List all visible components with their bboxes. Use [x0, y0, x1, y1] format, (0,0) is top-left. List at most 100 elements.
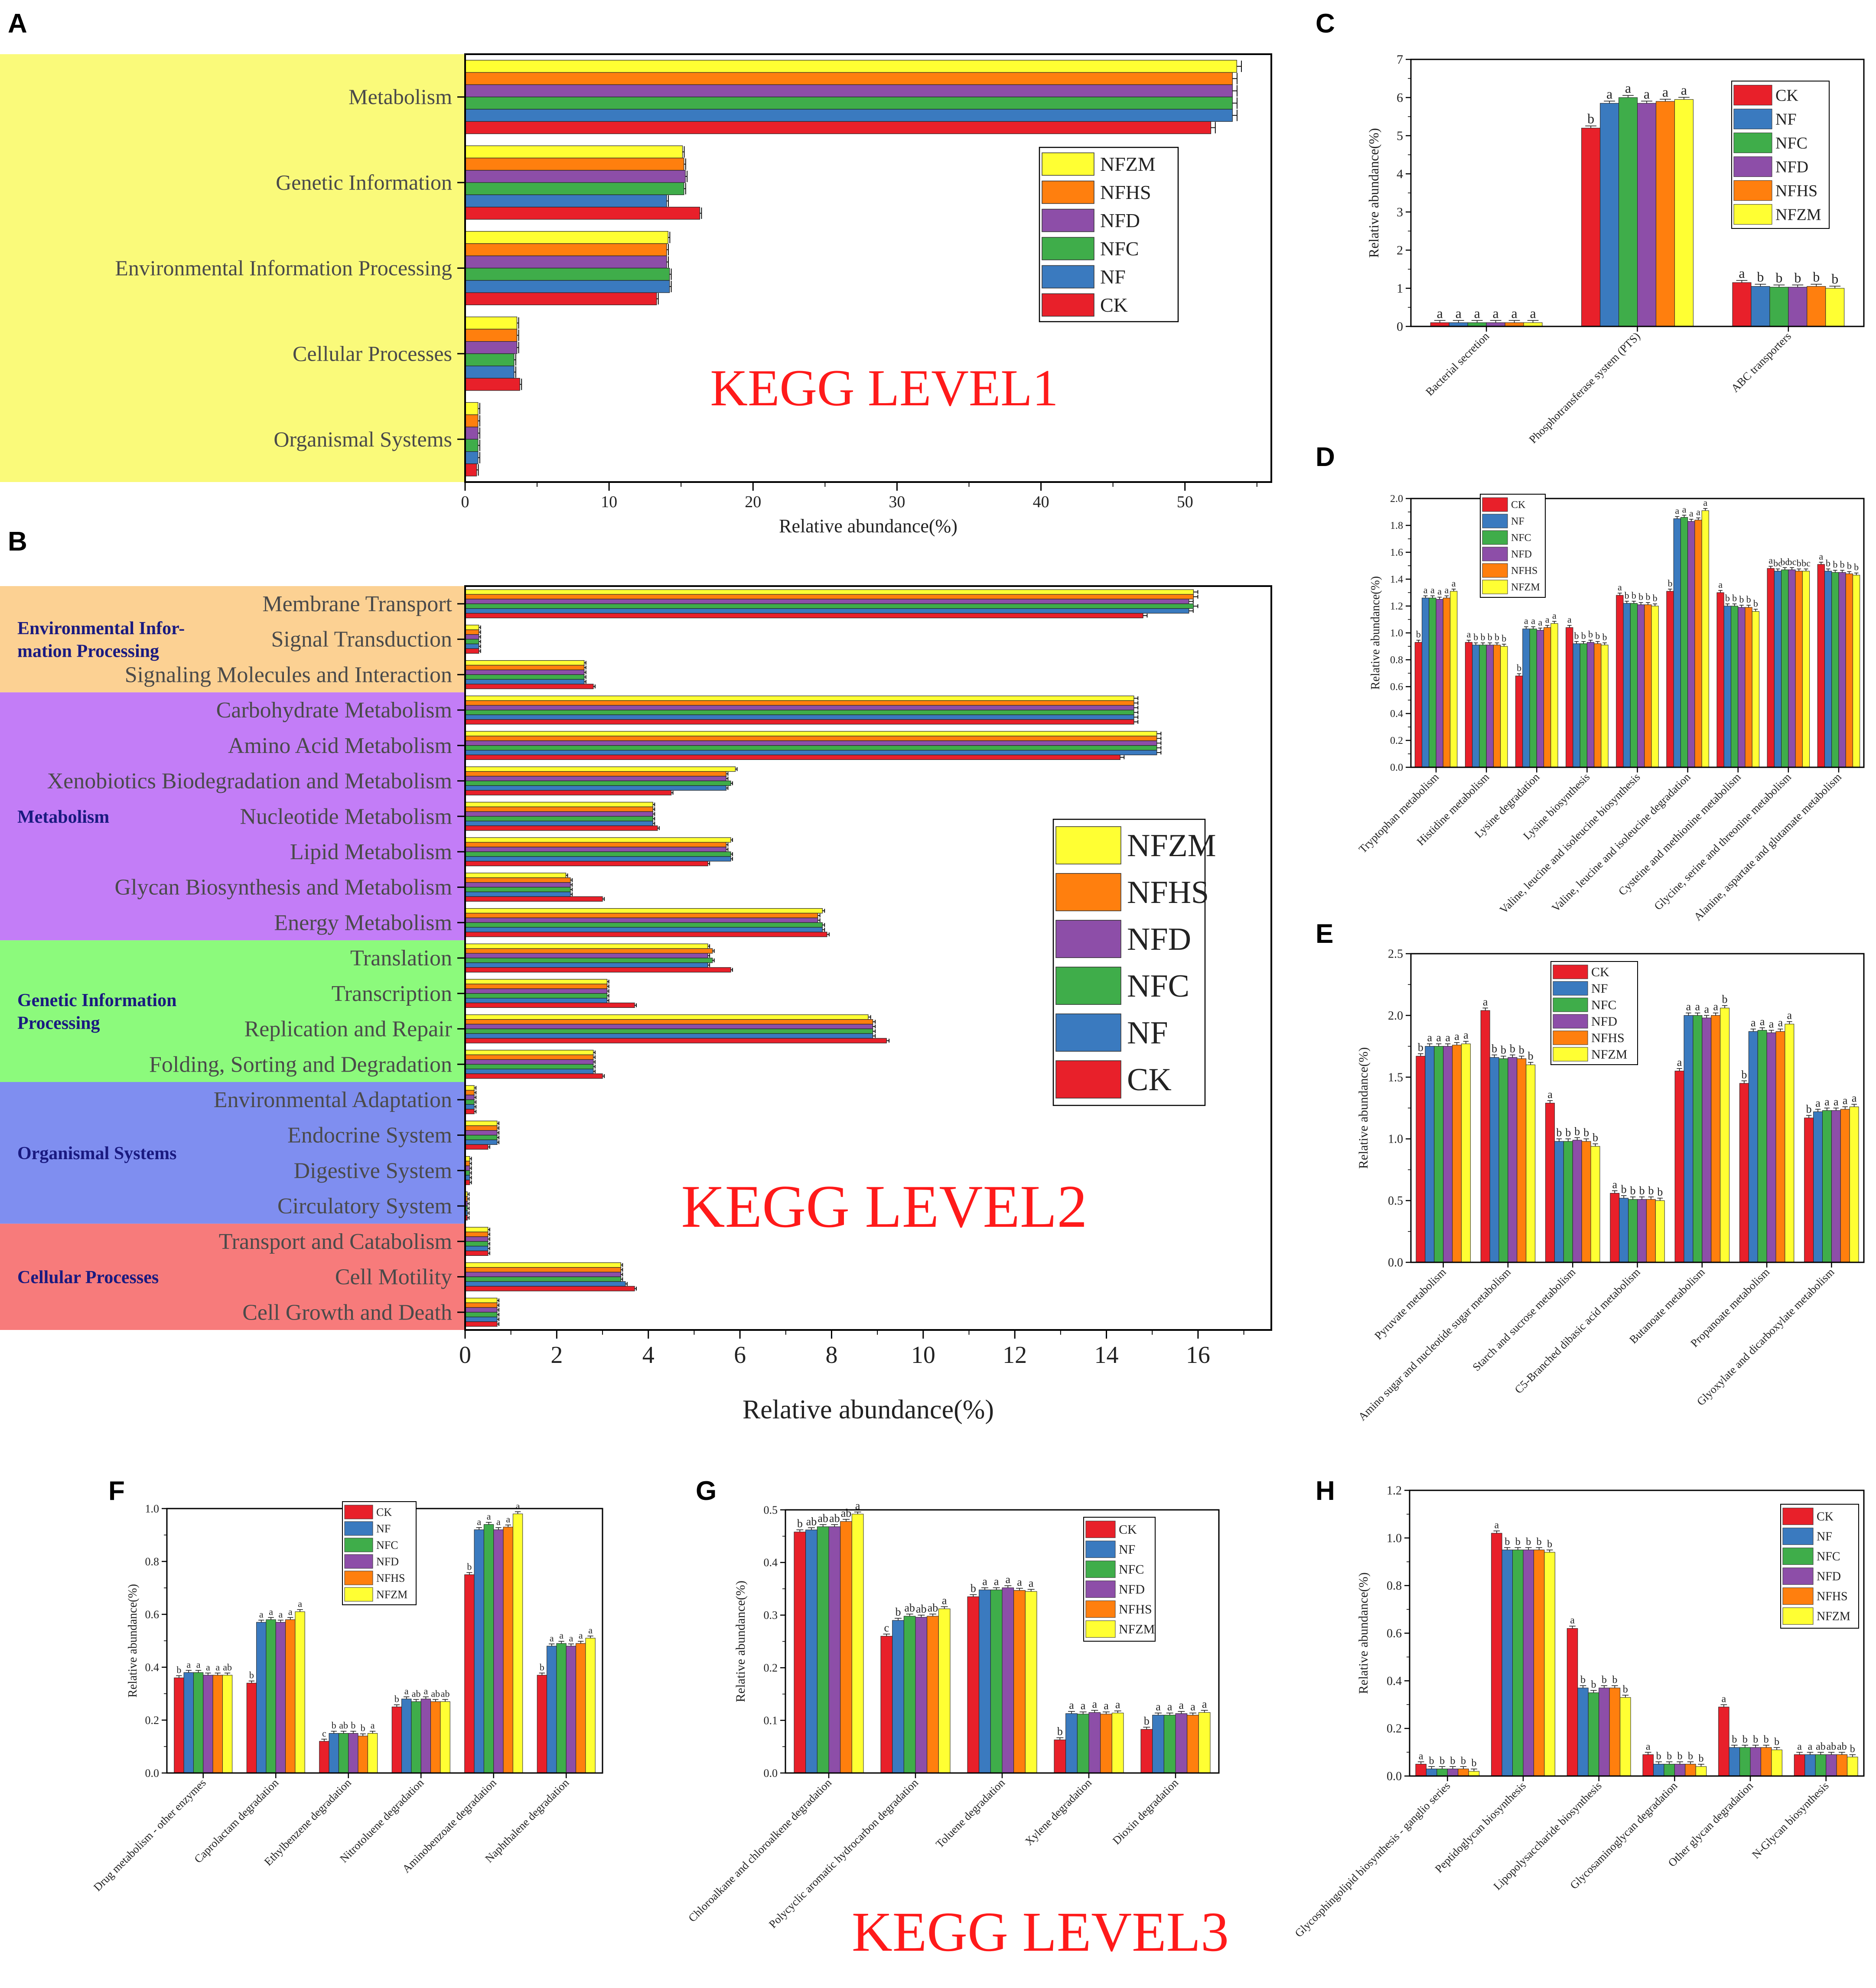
significance-letter: a: [588, 1625, 593, 1636]
significance-letter: b: [394, 1694, 399, 1704]
significance-letter: a: [1696, 507, 1700, 518]
legend-label: NFC: [1127, 968, 1189, 1004]
significance-letter: a: [1778, 1017, 1783, 1029]
legend-swatch-NFD: [344, 1554, 373, 1569]
significance-letter: a: [288, 1606, 293, 1617]
significance-letter: a: [1552, 610, 1557, 621]
significance-letter: a: [1751, 1017, 1756, 1029]
significance-letter: b: [1632, 590, 1636, 601]
significance-letter: b: [1831, 271, 1838, 287]
significance-letter: bc: [1801, 557, 1811, 568]
significance-letter: b: [1591, 1679, 1596, 1691]
panel-B-chart: Environmental Infor-mation Processing Met…: [0, 585, 1272, 1424]
panel-letter-G: G: [696, 1476, 717, 1506]
significance-letter: a: [259, 1609, 264, 1620]
significance-letter: a: [579, 1630, 583, 1641]
significance-letter: a: [1760, 1015, 1765, 1028]
significance-letter: b: [1556, 1126, 1562, 1139]
category-label: Replication and Repair: [244, 1017, 452, 1042]
bar-NF: [1600, 103, 1619, 327]
bar-NFC: [1619, 97, 1638, 327]
bar-NFD: [465, 634, 479, 640]
legend-label: NFHS: [1100, 181, 1151, 203]
bar-NFD: [465, 882, 571, 888]
bar-NFHS: [1760, 1747, 1772, 1776]
bar-NFHS: [465, 736, 1157, 741]
bar-NF: [1729, 1747, 1740, 1776]
significance-letter: a: [1787, 1009, 1792, 1022]
legend-label: NFD: [1591, 1014, 1617, 1029]
significance-letter: b: [1722, 993, 1728, 1006]
significance-letter: b: [1667, 1750, 1672, 1762]
bar-NF: [1422, 597, 1430, 768]
legend-swatch-NFC: [344, 1538, 373, 1552]
bar-NF: [465, 451, 479, 464]
significance-letter: a: [1081, 1699, 1086, 1712]
significance-letter: a: [1547, 1088, 1553, 1101]
significance-letter: a: [206, 1662, 210, 1672]
significance-letter: a: [1567, 614, 1572, 625]
significance-letter: a: [516, 1500, 520, 1511]
bar-NF: [1653, 1764, 1664, 1776]
bar-NFHS: [840, 1521, 852, 1773]
bar-NFHS: [465, 1232, 489, 1237]
significance-letter: b: [1797, 557, 1801, 568]
significance-letter: a: [1115, 1698, 1120, 1711]
significance-letter: a: [1452, 578, 1456, 589]
significance-letter: ab: [916, 1603, 927, 1615]
bar-NF: [1673, 518, 1681, 768]
category-label: Circulatory System: [277, 1194, 452, 1219]
bar-NF: [1489, 1057, 1499, 1263]
bar-NFD: [1088, 1712, 1101, 1773]
significance-letter: a: [371, 1720, 375, 1731]
bar-NFHS: [1694, 520, 1702, 768]
bar-NFC: [1563, 1141, 1573, 1263]
significance-letter: a: [1179, 1699, 1184, 1711]
bar-NF: [465, 962, 708, 968]
significance-letter: a: [1029, 1577, 1034, 1589]
bar-NFD: [1738, 607, 1746, 768]
significance-letter: ab: [928, 1601, 938, 1614]
significance-letter: a: [1463, 1029, 1469, 1041]
significance-letter: a: [1695, 1001, 1700, 1013]
category-label: Dioxin degradation: [1110, 1776, 1181, 1847]
band-label: Processing: [17, 1014, 100, 1033]
bar-NFD: [1637, 604, 1645, 768]
tick-label: 0.2: [1390, 735, 1403, 746]
bar-NFHS: [1581, 1141, 1591, 1263]
bar-NFZM: [465, 766, 736, 772]
bar-NFC: [1077, 1714, 1089, 1773]
significance-letter: b: [1612, 1675, 1617, 1686]
significance-letter: a: [279, 1609, 283, 1620]
legend-label: NFZM: [1127, 828, 1216, 864]
tick-label: 0: [1397, 319, 1403, 334]
x-axis-label: Relative abundance(%): [779, 515, 958, 537]
bar-NF: [465, 927, 823, 932]
significance-letter: a: [1834, 1095, 1839, 1108]
bar-NFZM: [465, 873, 567, 878]
legend-label: NFD: [376, 1555, 399, 1568]
bar-CK: [465, 1002, 635, 1008]
bar-NF: [465, 1317, 498, 1322]
bar-NFZM: [1025, 1591, 1037, 1773]
significance-letter: b: [1847, 561, 1852, 571]
significance-letter: a: [1815, 1097, 1821, 1109]
bar-CK: [1480, 1010, 1490, 1263]
significance-letter: c: [322, 1728, 326, 1739]
bar-NF: [547, 1646, 557, 1773]
legend-swatch-NFZM: [1733, 204, 1772, 225]
category-label: Cell Growth and Death: [242, 1300, 452, 1325]
category-label: Pyruvate metabolism: [1372, 1266, 1448, 1342]
legend-label: NF: [1100, 266, 1126, 288]
tick-label: 20: [745, 493, 761, 511]
bar-NF: [465, 679, 585, 684]
category-label: Cellular Processes: [293, 341, 452, 365]
legend-swatch-NFHS: [344, 1571, 373, 1585]
legend-swatch-CK: [1782, 1508, 1814, 1525]
significance-letter: b: [540, 1662, 544, 1672]
y-axis-label: Relative abundance(%): [733, 1581, 748, 1702]
significance-letter: b: [1526, 1536, 1531, 1548]
significance-letter: b: [1583, 1126, 1589, 1139]
